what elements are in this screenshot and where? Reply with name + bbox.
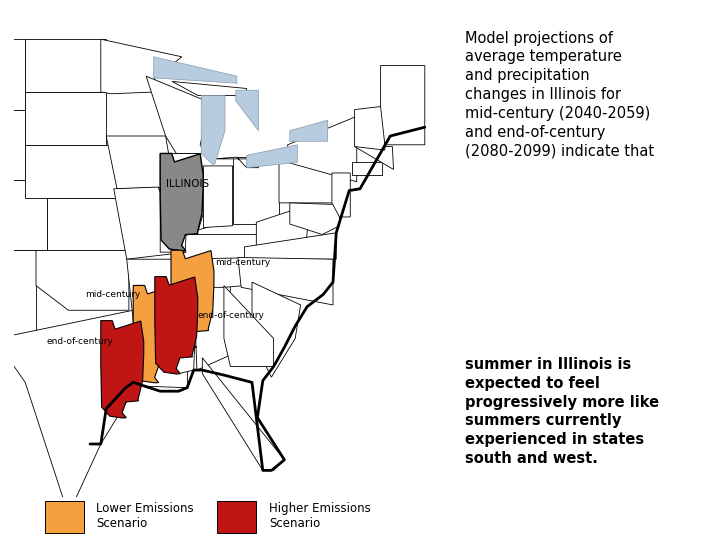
Polygon shape bbox=[146, 76, 210, 153]
Text: mid-century: mid-century bbox=[215, 258, 271, 267]
Text: end-of-century: end-of-century bbox=[46, 338, 113, 346]
Polygon shape bbox=[0, 310, 139, 515]
Polygon shape bbox=[203, 166, 233, 227]
Polygon shape bbox=[256, 205, 310, 247]
Bar bbox=[217, 501, 256, 532]
Polygon shape bbox=[161, 153, 203, 252]
Polygon shape bbox=[174, 258, 267, 287]
Polygon shape bbox=[47, 198, 127, 251]
Polygon shape bbox=[224, 286, 274, 367]
Polygon shape bbox=[290, 203, 340, 234]
Polygon shape bbox=[25, 92, 107, 145]
Text: Model projections of
average temperature
and precipitation
changes in Illinois f: Model projections of average temperature… bbox=[465, 31, 654, 178]
Text: summer in Illinois is
expected to feel
progressively more like
summers currently: summer in Illinois is expected to feel p… bbox=[465, 357, 659, 466]
Polygon shape bbox=[107, 136, 174, 189]
Polygon shape bbox=[0, 251, 36, 339]
Polygon shape bbox=[36, 251, 129, 310]
Polygon shape bbox=[202, 358, 284, 470]
Polygon shape bbox=[238, 258, 333, 305]
Polygon shape bbox=[154, 57, 237, 83]
Polygon shape bbox=[381, 65, 425, 145]
Polygon shape bbox=[171, 250, 214, 348]
Text: end-of-century: end-of-century bbox=[197, 311, 264, 320]
Polygon shape bbox=[159, 286, 197, 374]
Polygon shape bbox=[355, 106, 385, 150]
Text: Lower Emissions
Scenario: Lower Emissions Scenario bbox=[96, 502, 194, 530]
Polygon shape bbox=[236, 90, 258, 131]
Polygon shape bbox=[233, 157, 279, 224]
Polygon shape bbox=[246, 145, 297, 168]
Text: mid-century: mid-century bbox=[85, 290, 140, 299]
Polygon shape bbox=[215, 157, 258, 168]
Polygon shape bbox=[0, 180, 47, 251]
Polygon shape bbox=[279, 157, 341, 203]
Polygon shape bbox=[288, 110, 377, 182]
Polygon shape bbox=[252, 282, 301, 377]
Text: Higher Emissions
Scenario: Higher Emissions Scenario bbox=[269, 502, 371, 530]
Polygon shape bbox=[245, 233, 336, 259]
Polygon shape bbox=[0, 39, 25, 110]
Polygon shape bbox=[0, 110, 25, 180]
Polygon shape bbox=[101, 39, 182, 94]
Polygon shape bbox=[202, 96, 225, 166]
Text: ILLINOIS: ILLINOIS bbox=[166, 179, 209, 188]
Polygon shape bbox=[127, 259, 181, 321]
Polygon shape bbox=[355, 146, 394, 170]
Polygon shape bbox=[25, 145, 117, 198]
Polygon shape bbox=[133, 321, 189, 388]
Polygon shape bbox=[133, 286, 176, 383]
Polygon shape bbox=[182, 219, 264, 234]
Bar bbox=[45, 501, 84, 532]
Polygon shape bbox=[290, 120, 328, 141]
Polygon shape bbox=[172, 82, 246, 96]
Polygon shape bbox=[101, 321, 144, 418]
Polygon shape bbox=[332, 173, 350, 217]
Polygon shape bbox=[155, 276, 198, 374]
Polygon shape bbox=[161, 153, 203, 251]
Polygon shape bbox=[114, 187, 186, 259]
Polygon shape bbox=[353, 163, 382, 175]
Polygon shape bbox=[194, 286, 230, 370]
Polygon shape bbox=[25, 39, 107, 92]
